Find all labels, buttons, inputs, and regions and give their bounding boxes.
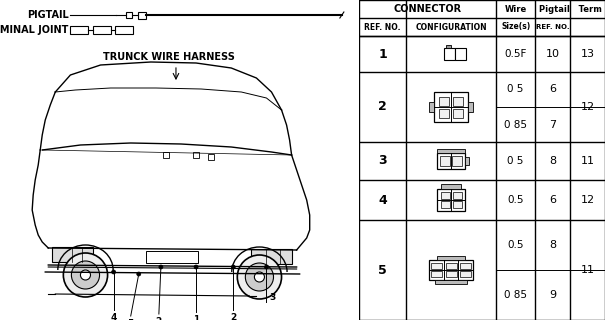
Bar (460, 263, 471, 269)
Bar (437, 149, 465, 153)
Circle shape (194, 265, 198, 269)
Bar (208, 154, 214, 160)
Text: 5: 5 (378, 263, 387, 276)
Text: 1: 1 (193, 315, 199, 320)
Text: 3: 3 (378, 155, 387, 167)
Bar (437, 153, 465, 169)
Bar (114, 26, 132, 34)
Bar (439, 97, 449, 106)
Text: 2: 2 (378, 100, 387, 114)
Bar (441, 184, 461, 189)
Bar (446, 263, 457, 269)
Circle shape (71, 261, 100, 289)
Text: 0.5: 0.5 (508, 195, 524, 205)
Text: 0 85: 0 85 (504, 290, 527, 300)
Text: 9: 9 (549, 290, 557, 300)
Bar (146, 251, 198, 263)
Bar (460, 271, 471, 277)
Bar (252, 249, 292, 264)
Bar (453, 192, 462, 199)
Text: 0 85: 0 85 (504, 119, 527, 130)
Text: 7: 7 (549, 119, 557, 130)
Text: 12: 12 (581, 195, 595, 205)
Bar (455, 48, 466, 60)
Bar (439, 108, 449, 117)
Text: 8: 8 (549, 240, 557, 250)
Text: 0.5F: 0.5F (505, 49, 527, 59)
Text: Wire: Wire (505, 4, 527, 13)
Bar (446, 271, 457, 277)
Text: CONFIGURATION: CONFIGURATION (415, 22, 487, 31)
Text: 2: 2 (230, 313, 237, 320)
Circle shape (231, 265, 235, 269)
Text: 11: 11 (581, 156, 595, 166)
Text: 0 5: 0 5 (508, 156, 524, 166)
Bar (138, 12, 146, 19)
Bar (440, 201, 450, 208)
Text: 6: 6 (549, 84, 557, 94)
Text: TRUNCK WIRE HARNESS: TRUNCK WIRE HARNESS (103, 52, 235, 62)
Bar (431, 263, 442, 269)
Bar (435, 280, 467, 284)
Bar (452, 156, 462, 166)
Text: 10: 10 (546, 49, 560, 59)
Bar (465, 157, 469, 165)
Bar (440, 156, 450, 166)
Bar (93, 26, 111, 34)
Bar (193, 152, 199, 158)
Text: 4: 4 (111, 313, 117, 320)
Bar (70, 26, 88, 34)
Circle shape (237, 255, 281, 299)
Text: 3: 3 (269, 293, 276, 302)
Circle shape (264, 265, 269, 269)
Bar (434, 92, 468, 122)
Bar (440, 192, 450, 199)
Text: PIGTAIL: PIGTAIL (27, 10, 68, 20)
Circle shape (159, 265, 163, 269)
Text: 13: 13 (581, 49, 595, 59)
Bar (437, 189, 465, 211)
Text: CONNECTOR: CONNECTOR (393, 4, 462, 14)
Bar (453, 97, 463, 106)
Bar (430, 260, 473, 280)
Bar (431, 271, 442, 277)
Text: 8: 8 (549, 156, 557, 166)
Bar (52, 247, 93, 262)
Bar (437, 256, 465, 260)
Text: 12: 12 (581, 102, 595, 112)
Bar (430, 102, 434, 112)
Bar (453, 201, 462, 208)
Circle shape (80, 270, 91, 280)
Text: 1: 1 (378, 47, 387, 60)
Text: REF. NO.: REF. NO. (536, 24, 570, 30)
Bar (126, 12, 132, 18)
Text: 4: 4 (378, 194, 387, 206)
Circle shape (137, 272, 141, 276)
Text: REF. NO.: REF. NO. (364, 22, 401, 31)
Bar (163, 152, 169, 158)
Circle shape (111, 270, 116, 274)
Text: 2: 2 (155, 317, 162, 320)
Text: 0.5: 0.5 (508, 240, 524, 250)
Circle shape (254, 272, 264, 282)
Bar (453, 108, 463, 117)
Text: Size(s): Size(s) (501, 22, 530, 31)
Text: TERMINAL JOINT: TERMINAL JOINT (0, 25, 68, 35)
Bar (446, 45, 451, 48)
Circle shape (64, 253, 108, 297)
Text: 0 5: 0 5 (508, 84, 524, 94)
Text: 5: 5 (128, 319, 134, 320)
Circle shape (246, 263, 273, 291)
Text: Pigtail   Term: Pigtail Term (539, 4, 602, 13)
Text: 11: 11 (581, 265, 595, 275)
Bar (444, 48, 455, 60)
Text: 6: 6 (549, 195, 557, 205)
Bar (468, 102, 473, 112)
